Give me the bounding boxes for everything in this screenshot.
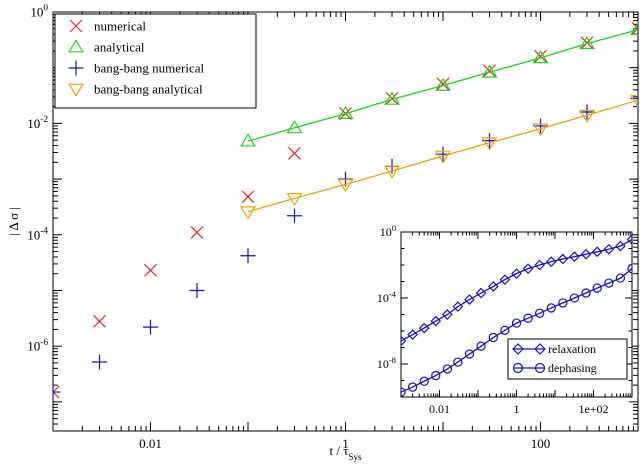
main-legend-label: bang-bang numerical bbox=[94, 61, 204, 76]
inset-y-tick-label-exp: 0 bbox=[392, 223, 396, 233]
main-x-axis-label-sub: Sys bbox=[348, 452, 362, 462]
inset-legend-label: relaxation bbox=[548, 342, 596, 356]
main-y-tick-label: 100 bbox=[30, 4, 48, 20]
inset-y-tick-label-base: 10 bbox=[377, 357, 389, 371]
main-legend-label: analytical bbox=[94, 40, 145, 55]
main-y-tick-label-exp: 0 bbox=[43, 4, 48, 14]
inset-x-tick-label: 0.01 bbox=[429, 402, 450, 416]
main-y-axis-label: | Δ σ | bbox=[6, 207, 21, 236]
main-y-tick-label-base: 10 bbox=[30, 5, 43, 20]
main-x-axis-label: t / τSys bbox=[330, 443, 362, 462]
inset-x-tick-label: 1e+02 bbox=[578, 402, 608, 416]
main-x-tick-label: 100 bbox=[531, 436, 551, 451]
inset-y-tick-label-base: 10 bbox=[377, 291, 389, 305]
main-legend-label: numerical bbox=[94, 19, 146, 34]
main-x-tick-label: 0.01 bbox=[139, 436, 162, 451]
main-y-tick-label-base: 10 bbox=[27, 339, 40, 354]
inset-y-tick-label-exp: -8 bbox=[389, 355, 396, 365]
main-y-tick-label: 10-2 bbox=[27, 115, 48, 131]
main-y-tick-label-exp: -6 bbox=[40, 338, 48, 348]
main-legend: numerical analytical bang-bang numerical ba… bbox=[55, 14, 256, 108]
inset-legend-label: dephasing bbox=[548, 361, 597, 375]
main-y-tick-label-base: 10 bbox=[27, 227, 40, 242]
main-y-tick-label-base: 10 bbox=[27, 116, 40, 131]
inset-x-tick-label: 1 bbox=[514, 402, 520, 416]
main-y-tick-label-exp: -2 bbox=[40, 115, 48, 125]
inset-y-tick-label-base: 10 bbox=[380, 225, 392, 239]
main-y-tick-label: 10-6 bbox=[27, 338, 48, 354]
main-y-tick-label-exp: -4 bbox=[40, 226, 48, 236]
inset-y-tick-label-exp: -4 bbox=[389, 289, 397, 299]
main-y-tick-label: 10-4 bbox=[27, 226, 48, 242]
main-x-axis-label-text: t / τ bbox=[330, 443, 349, 458]
inset-legend: relaxation dephasing bbox=[508, 339, 627, 379]
main-legend-label: bang-bang analytical bbox=[94, 82, 203, 97]
